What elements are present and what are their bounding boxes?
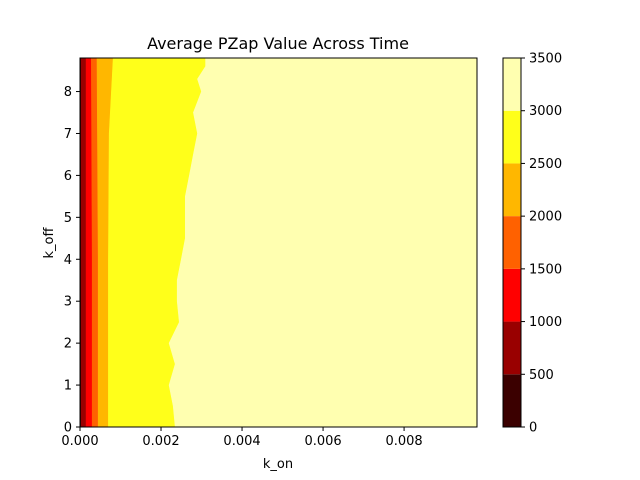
colorbar-tick-label: 3500	[529, 52, 562, 67]
colorbar-tick-label: 2500	[529, 157, 562, 172]
x-tick-label: 0.008	[385, 434, 422, 449]
y-tick-label: 4	[64, 253, 72, 268]
y-tick-label: 8	[64, 85, 72, 100]
x-tick-label: 0.002	[142, 434, 179, 449]
contour-band-3000-3500	[168, 57, 478, 428]
y-tick-label: 6	[64, 169, 72, 184]
colorbar-segment-2000-2500	[503, 163, 521, 217]
colorbar-tick-label: 2000	[529, 210, 562, 225]
colorbar-tick-label: 500	[529, 368, 554, 383]
plot-frame	[79, 57, 478, 428]
colorbar-tick-label: 0	[529, 421, 537, 436]
colorbar-frame	[502, 57, 522, 428]
y-tick-label: 1	[64, 379, 72, 394]
y-tick-label: 2	[64, 337, 72, 352]
colorbar-tick-label: 1000	[529, 315, 562, 330]
colorbar-segment-3000-3500	[503, 58, 521, 111]
colorbar-segment-2500-3000	[503, 110, 521, 164]
colorbar-segment-500-1000	[503, 321, 521, 375]
colorbar-segment-1500-2000	[503, 216, 521, 269]
contour-band-500-1000	[80, 57, 87, 428]
y-tick-label: 5	[64, 211, 72, 226]
y-tick-label: 7	[64, 127, 72, 142]
y-axis-label: k_off	[42, 226, 57, 258]
colorbar-tick-label: 3000	[529, 104, 562, 119]
x-tick-label: 0.004	[223, 434, 260, 449]
x-tick-label: 0.000	[61, 434, 98, 449]
y-tick-label: 3	[64, 295, 72, 310]
chart-title: Average PZap Value Across Time	[147, 34, 409, 53]
y-tick-label: 0	[64, 421, 72, 436]
x-tick-label: 0.006	[304, 434, 341, 449]
colorbar: 0 500 1000 1500 2000 2500 3000 3500	[502, 52, 562, 436]
colorbar-tick-label: 1500	[529, 262, 562, 277]
x-axis-label: k_on	[263, 457, 293, 472]
colorbar-segment-1000-1500	[503, 268, 521, 322]
colorbar-segment-0-500	[503, 374, 521, 427]
plot-area: 0.000 0.002 0.004 0.006 0.008 0 1 2 3 4 5 6 7 8	[61, 57, 478, 449]
